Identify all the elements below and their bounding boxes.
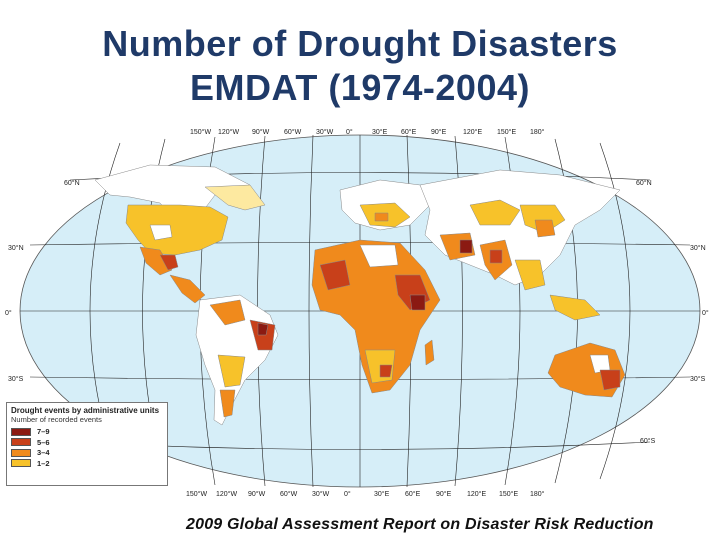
lon-top-7: 30°E bbox=[372, 128, 388, 136]
lon-bottom-3: 90°W bbox=[248, 490, 266, 498]
lon-bottom-4: 60°W bbox=[280, 490, 298, 498]
lon-top-4: 60°W bbox=[284, 128, 302, 136]
legend-swatch bbox=[11, 438, 31, 447]
lon-bottom-12: 180° bbox=[530, 490, 545, 498]
legend-label: 1–2 bbox=[37, 458, 50, 468]
lat-labels: 60°N 30°N 0° 30°S 60°N 30°N 0° 30°S 60°S bbox=[5, 179, 709, 445]
lon-bottom-8: 60°E bbox=[405, 490, 421, 498]
legend-swatch bbox=[11, 459, 31, 468]
lon-bottom-2: 120°W bbox=[216, 490, 237, 498]
world-map-svg: 60°N 30°N 0° 30°S 60°N 30°N 0° 30°S 60°S… bbox=[5, 128, 709, 498]
lon-bottom-7: 30°E bbox=[374, 490, 390, 498]
legend-swatch bbox=[11, 427, 31, 436]
source-caption: 2009 Global Assessment Report on Disaste… bbox=[186, 516, 654, 533]
legend-title: Drought events by administrative units bbox=[11, 406, 160, 415]
lon-bottom-6: 0° bbox=[344, 490, 351, 498]
lat-label-right-1: 60°N bbox=[636, 179, 652, 187]
world-map: 60°N 30°N 0° 30°S 60°N 30°N 0° 30°S 60°S… bbox=[0, 125, 720, 500]
lon-top-1: 150°W bbox=[190, 128, 211, 136]
lon-labels-bottom: 150°W 120°W 90°W 60°W 30°W 0° 30°E 60°E … bbox=[186, 490, 545, 498]
north-america bbox=[94, 164, 266, 304]
map-title: Number of Drought Disasters EMDAT (1974-… bbox=[0, 22, 720, 110]
lon-top-12: 180° bbox=[530, 128, 545, 136]
lon-labels-top: 150°W 120°W 90°W 60°W 30°W 0° 30°E 60°E … bbox=[190, 128, 545, 136]
lat-label-right-3: 0° bbox=[702, 309, 709, 317]
legend-swatch bbox=[11, 448, 31, 457]
lat-label-left-3: 0° bbox=[5, 309, 12, 317]
title-line-1: Number of Drought Disasters bbox=[102, 23, 618, 64]
asia bbox=[419, 169, 621, 321]
australia bbox=[547, 342, 626, 398]
legend-item: 3–4 bbox=[11, 448, 163, 458]
map-legend: Drought events by administrative units N… bbox=[6, 402, 168, 486]
europe bbox=[339, 179, 431, 231]
lon-top-10: 120°E bbox=[463, 128, 482, 136]
lat-label-left-4: 30°S bbox=[8, 375, 24, 383]
legend-label: 3–4 bbox=[37, 448, 50, 458]
legend-label: 5–6 bbox=[37, 437, 50, 447]
lat-label-right-4: 30°S bbox=[690, 375, 706, 383]
legend-item: 5–6 bbox=[11, 438, 163, 448]
lon-bottom-5: 30°W bbox=[312, 490, 330, 498]
south-america bbox=[195, 294, 279, 426]
lon-bottom-1: 150°W bbox=[186, 490, 207, 498]
lon-top-2: 120°W bbox=[218, 128, 239, 136]
lat-label-right-2: 30°N bbox=[690, 244, 706, 252]
lat-label-left-1: 60°N bbox=[64, 179, 80, 187]
lon-bottom-10: 120°E bbox=[467, 490, 486, 498]
africa bbox=[311, 239, 441, 394]
legend-item: 1–2 bbox=[11, 459, 163, 469]
lon-top-8: 60°E bbox=[401, 128, 417, 136]
lon-top-6: 0° bbox=[346, 128, 353, 136]
lon-top-5: 30°W bbox=[316, 128, 334, 136]
lon-bottom-11: 150°E bbox=[499, 490, 518, 498]
lon-bottom-9: 90°E bbox=[436, 490, 452, 498]
lat-label-right-5: 60°S bbox=[640, 437, 656, 445]
lon-top-9: 90°E bbox=[431, 128, 447, 136]
legend-item: 7–9 bbox=[11, 427, 163, 437]
legend-label: 7–9 bbox=[37, 427, 50, 437]
lon-top-3: 90°W bbox=[252, 128, 270, 136]
title-line-2: EMDAT (1974-2004) bbox=[190, 67, 530, 108]
lat-label-left-2: 30°N bbox=[8, 244, 24, 252]
legend-subtitle: Number of recorded events bbox=[11, 415, 102, 424]
lon-top-11: 150°E bbox=[497, 128, 516, 136]
